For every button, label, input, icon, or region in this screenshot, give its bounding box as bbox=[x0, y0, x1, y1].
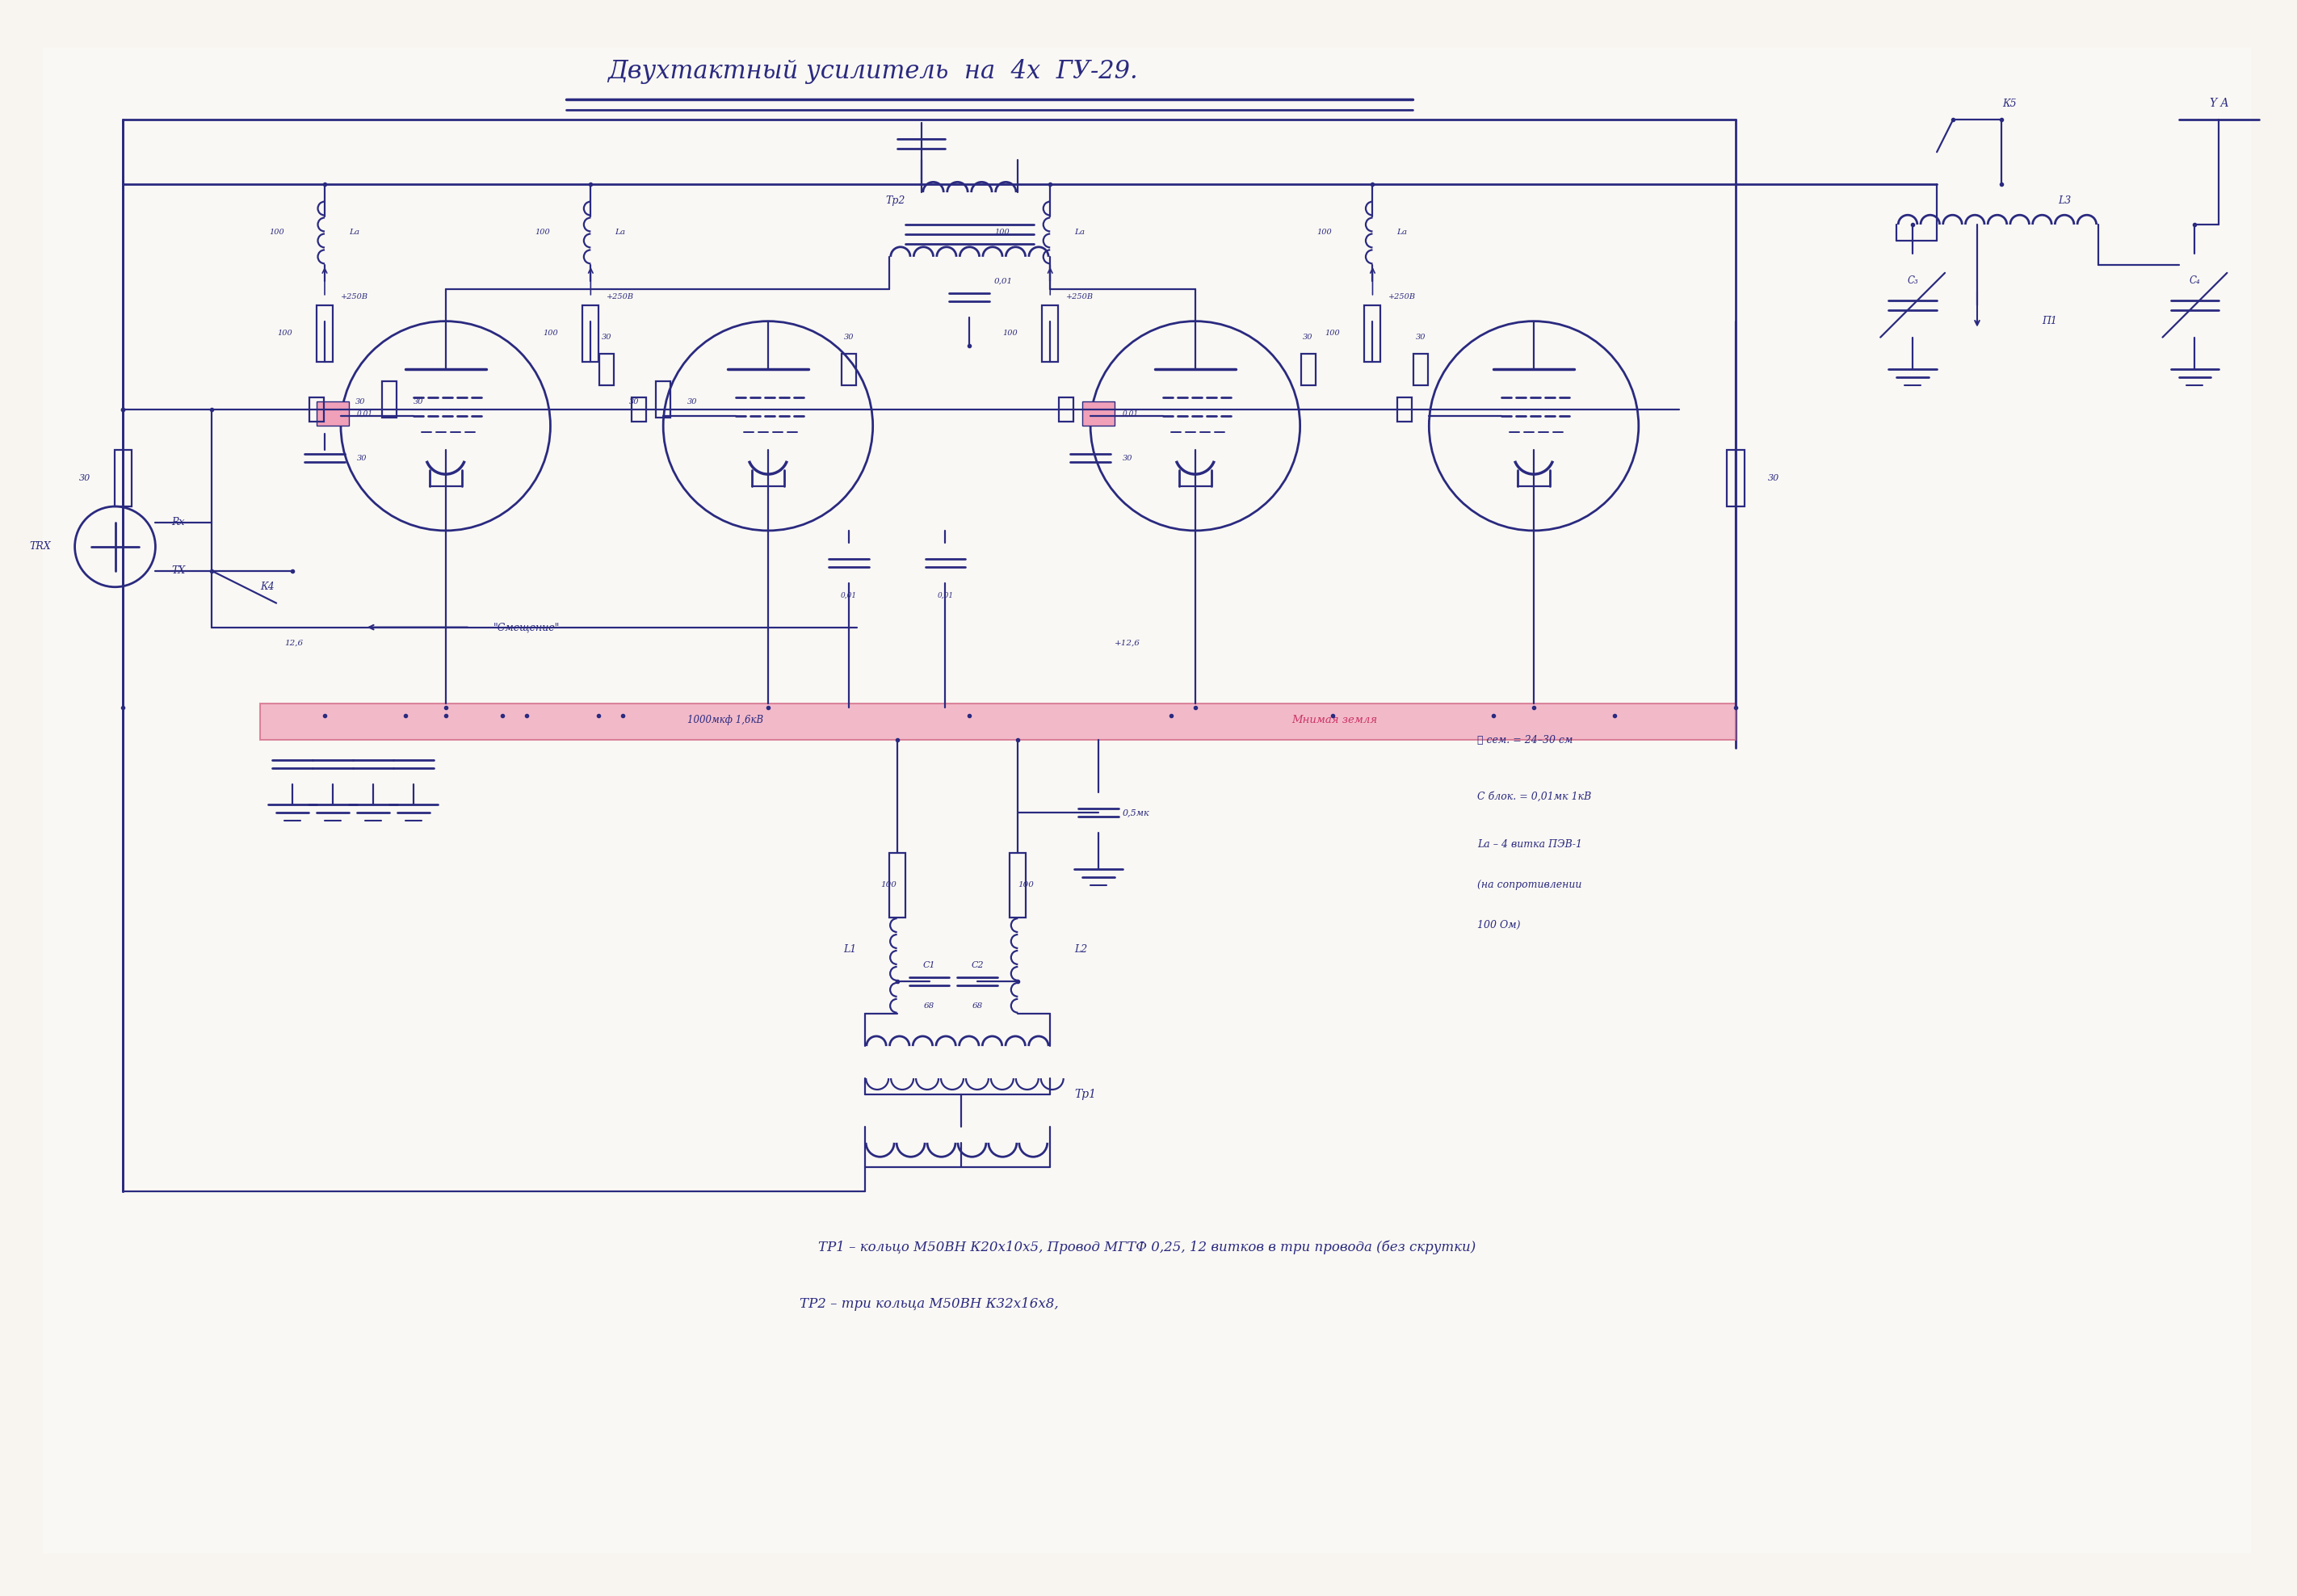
Text: Rx: Rx bbox=[172, 517, 184, 528]
Text: 100: 100 bbox=[544, 330, 558, 337]
Text: К4: К4 bbox=[260, 581, 273, 592]
Text: 30: 30 bbox=[602, 334, 611, 342]
Text: 30: 30 bbox=[80, 474, 92, 482]
Text: +250В: +250В bbox=[340, 294, 368, 300]
Text: 100: 100 bbox=[535, 228, 551, 236]
Text: C2: C2 bbox=[972, 961, 983, 969]
Text: 100: 100 bbox=[1316, 228, 1332, 236]
Text: La: La bbox=[616, 228, 625, 236]
Bar bbox=[260, 704, 1734, 741]
Text: +250В: +250В bbox=[1390, 294, 1417, 300]
Bar bbox=[1364, 305, 1380, 361]
Bar bbox=[317, 402, 349, 426]
Text: "Смещение": "Смещение" bbox=[494, 622, 560, 632]
Text: 30: 30 bbox=[687, 397, 698, 405]
Bar bbox=[1082, 402, 1114, 426]
Bar bbox=[310, 397, 324, 421]
Text: К5: К5 bbox=[2003, 99, 2017, 109]
Bar bbox=[1727, 450, 1743, 506]
Text: +250В: +250В bbox=[1066, 294, 1093, 300]
Text: La – 4 витка ПЭВ-1: La – 4 витка ПЭВ-1 bbox=[1477, 839, 1583, 851]
Text: L2: L2 bbox=[1075, 945, 1086, 954]
Bar bbox=[889, 852, 905, 918]
Text: La: La bbox=[349, 228, 358, 236]
Text: +12,6: +12,6 bbox=[1114, 640, 1139, 646]
Bar bbox=[115, 450, 131, 506]
Text: 30: 30 bbox=[356, 397, 365, 405]
Bar bbox=[1043, 305, 1059, 361]
Text: 100: 100 bbox=[278, 330, 292, 337]
Text: 100: 100 bbox=[995, 228, 1011, 236]
Text: La: La bbox=[1075, 228, 1084, 236]
Bar bbox=[600, 353, 613, 386]
Text: 30: 30 bbox=[1123, 455, 1132, 461]
Bar bbox=[1011, 852, 1027, 918]
Text: 0,5мк: 0,5мк bbox=[1123, 809, 1151, 817]
Text: 0,01: 0,01 bbox=[841, 592, 857, 598]
Text: 0,01: 0,01 bbox=[995, 278, 1013, 284]
Bar bbox=[1413, 353, 1429, 386]
Text: TRX: TRX bbox=[30, 541, 51, 552]
Bar bbox=[841, 353, 857, 386]
Text: TX: TX bbox=[172, 565, 186, 576]
Bar bbox=[381, 381, 397, 418]
Text: Y A: Y A bbox=[2210, 97, 2228, 110]
Text: 30: 30 bbox=[843, 334, 854, 342]
Text: ℓ сем. = 24–30 см: ℓ сем. = 24–30 см bbox=[1477, 734, 1573, 745]
Text: ТР2 – три кольца М50ВН К32х16х8,: ТР2 – три кольца М50ВН К32х16х8, bbox=[799, 1298, 1059, 1310]
Text: (на сопротивлении: (на сопротивлении bbox=[1477, 879, 1583, 891]
Text: П1: П1 bbox=[2042, 316, 2058, 327]
Text: +250В: +250В bbox=[606, 294, 634, 300]
Bar bbox=[1059, 397, 1073, 421]
Bar bbox=[317, 305, 333, 361]
Text: 30: 30 bbox=[356, 455, 368, 461]
Text: 100: 100 bbox=[269, 228, 285, 236]
Text: Мнимая земля: Мнимая земля bbox=[1291, 715, 1378, 725]
Text: 30: 30 bbox=[1302, 334, 1314, 342]
Text: 68: 68 bbox=[972, 1002, 983, 1009]
Text: 100: 100 bbox=[1325, 330, 1341, 337]
Text: C1: C1 bbox=[923, 961, 935, 969]
Text: 1000мкф 1,6кВ: 1000мкф 1,6кВ bbox=[687, 715, 763, 725]
Text: 30: 30 bbox=[1415, 334, 1426, 342]
Text: 0,01: 0,01 bbox=[1123, 410, 1139, 418]
Text: 100 Ом): 100 Ом) bbox=[1477, 919, 1521, 930]
Text: Двухтактный усилитель  на  4х  ГУ-29.: Двухтактный усилитель на 4х ГУ-29. bbox=[609, 59, 1137, 85]
Text: 68: 68 bbox=[923, 1002, 935, 1009]
Text: C₃: C₃ bbox=[1907, 276, 1918, 286]
Text: ТР1 – кольцо М50ВН К20х10х5, Провод МГТФ 0,25, 12 витков в три провода (без скру: ТР1 – кольцо М50ВН К20х10х5, Провод МГТФ… bbox=[818, 1240, 1475, 1254]
Text: L3: L3 bbox=[2058, 195, 2072, 206]
Text: 0,01: 0,01 bbox=[356, 410, 372, 418]
Text: 30: 30 bbox=[629, 397, 639, 405]
Bar bbox=[657, 381, 671, 418]
Text: 0,01: 0,01 bbox=[937, 592, 953, 598]
Text: La: La bbox=[1397, 228, 1408, 236]
Bar bbox=[632, 397, 645, 421]
Text: Тр2: Тр2 bbox=[884, 195, 905, 206]
Text: 30: 30 bbox=[1769, 474, 1780, 482]
Bar bbox=[1300, 353, 1316, 386]
Text: С блок. = 0,01мк 1кВ: С блок. = 0,01мк 1кВ bbox=[1477, 792, 1592, 801]
Text: L1: L1 bbox=[843, 945, 857, 954]
Bar bbox=[583, 305, 600, 361]
Text: 100: 100 bbox=[1018, 881, 1034, 889]
Text: 12,6: 12,6 bbox=[285, 640, 303, 646]
Text: Тр1: Тр1 bbox=[1075, 1088, 1096, 1100]
Text: 100: 100 bbox=[882, 881, 896, 889]
Bar bbox=[1397, 397, 1413, 421]
Text: C₄: C₄ bbox=[2189, 276, 2201, 286]
Text: 30: 30 bbox=[413, 397, 423, 405]
Text: 100: 100 bbox=[1004, 330, 1018, 337]
